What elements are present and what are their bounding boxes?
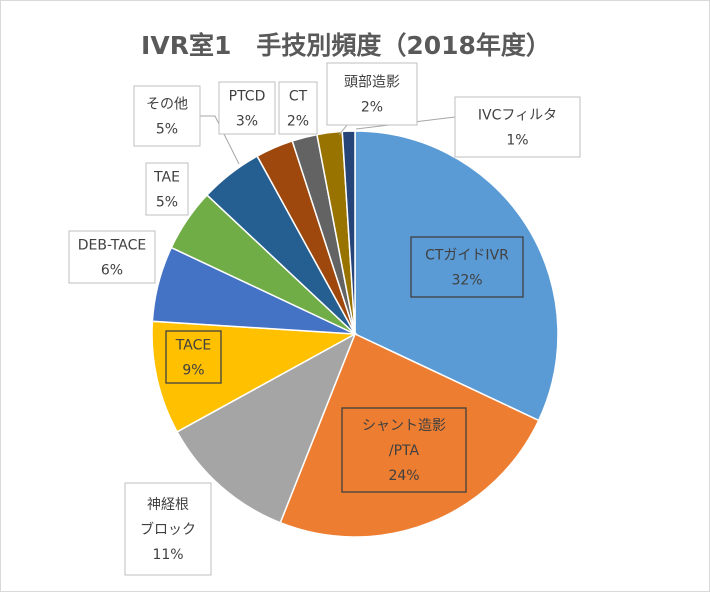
- chart-title: IVR室1 手技別頻度（2018年度）: [141, 31, 551, 60]
- data-label-percent: 3%: [236, 114, 258, 130]
- data-label-box: [145, 162, 189, 216]
- data-label-percent: 2%: [287, 114, 309, 130]
- data-label-text: シャント造影: [362, 418, 446, 434]
- data-label-text: その他: [146, 97, 188, 113]
- data-label-1: シャント造影/PTA 24%: [341, 407, 467, 493]
- data-label-percent: 6%: [101, 263, 123, 279]
- pie-slice-3: [151, 320, 358, 433]
- data-label-box: [410, 236, 524, 298]
- data-label-box: [218, 81, 276, 135]
- data-label-percent: 9%: [182, 363, 204, 379]
- data-label-percent: 5%: [156, 122, 178, 138]
- data-label-text: DEB-TACE: [78, 238, 146, 254]
- data-label-box: [326, 62, 418, 126]
- data-label-box: [165, 330, 222, 384]
- data-label-6: その他 5%: [133, 85, 201, 147]
- data-label-box: [278, 81, 318, 135]
- data-label-text: /PTA: [389, 443, 420, 459]
- data-label-percent: 2%: [361, 100, 383, 116]
- data-label-text: TACE: [175, 338, 211, 354]
- pie-slice-2: [176, 332, 357, 524]
- data-label-percent: 32%: [451, 273, 482, 289]
- data-label-3: TACE 9%: [165, 330, 222, 384]
- data-label-5: TAE 5%: [145, 162, 189, 216]
- data-label-box: [68, 230, 156, 284]
- pie-slices: [151, 130, 559, 538]
- data-label-text: ブロック: [140, 521, 196, 538]
- data-label-8: CT 2%: [278, 81, 318, 135]
- data-label-text: CTガイドIVR: [425, 248, 509, 264]
- data-label-text: CT: [289, 89, 308, 105]
- data-label-box: [341, 407, 467, 493]
- data-label-7: PTCD 3%: [218, 81, 276, 135]
- data-label-10: IVCフィルタ 1%: [454, 96, 581, 158]
- data-label-4: DEB-TACE 6%: [68, 230, 156, 284]
- data-label-9: 頭部造影 2%: [326, 62, 418, 126]
- data-label-text: IVCフィルタ: [478, 108, 557, 124]
- data-label-percent: 5%: [156, 195, 178, 211]
- data-label-0: CTガイドIVR 32%: [410, 236, 524, 298]
- data-label-box: [133, 85, 201, 147]
- data-label-percent: 1%: [506, 133, 528, 149]
- data-label-text: 頭部造影: [344, 75, 400, 91]
- data-label-percent: 24%: [388, 468, 419, 484]
- data-label-text: TAE: [153, 170, 180, 186]
- leader-line-9: [338, 124, 348, 136]
- data-label-text: 神経根: [147, 497, 189, 513]
- pie-slice-1: [279, 332, 540, 538]
- data-label-text: PTCD: [229, 89, 266, 105]
- data-label-percent: 11%: [152, 547, 183, 563]
- data-label-box: [454, 96, 581, 158]
- leader-line-6: [200, 115, 240, 165]
- pie-slice-0: [354, 130, 559, 422]
- data-label-box: [124, 482, 212, 576]
